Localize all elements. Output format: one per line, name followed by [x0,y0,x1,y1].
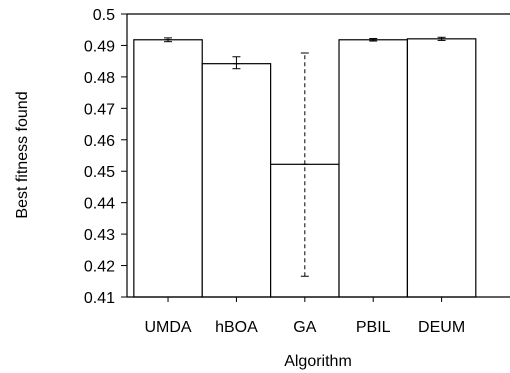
y-tick-label: 0.48 [84,70,115,87]
x-tick-label-deum: DEUM [418,319,465,336]
error-bar-deum [437,36,446,41]
y-tick-label: 0.46 [84,133,115,150]
error-bar-umda [164,37,173,43]
x-tick-label-umda: UMDA [144,319,191,336]
error-bar-hboa [232,56,241,70]
y-tick-label: 0.44 [84,196,115,213]
bar-deum [406,38,477,298]
x-tick-label-ga: GA [293,319,316,336]
error-bar-ga [300,52,309,277]
error-bar-pbil [369,38,378,42]
axes-group [126,13,510,298]
x-axis-title: Algorithm [284,353,352,370]
x-tick-label-hboa: hBOA [215,319,258,336]
y-tick-label: 0.49 [84,38,115,55]
y-tick-label: 0.47 [84,101,115,118]
y-tick-label: 0.45 [84,164,115,181]
bar-hboa [201,63,272,298]
y-tick-label: 0.43 [84,227,115,244]
bar-umda [133,39,203,298]
x-tick-label-pbil: PBIL [356,319,391,336]
x-ticks-group: UMDA hBOA GA PBIL DEUM [144,297,465,336]
bar-pbil [338,39,409,298]
y-tick-label: 0.42 [84,259,115,276]
y-axis-title: Best fitness found [14,91,31,218]
y-tick-label: 0.41 [84,290,115,307]
y-ticks-group: 0.41 0.42 0.43 0.44 0.45 0.46 0.47 0.48 0.49 0.5 [84,7,127,307]
y-tick-label: 0.5 [93,7,115,24]
error-bars-group [164,36,446,277]
